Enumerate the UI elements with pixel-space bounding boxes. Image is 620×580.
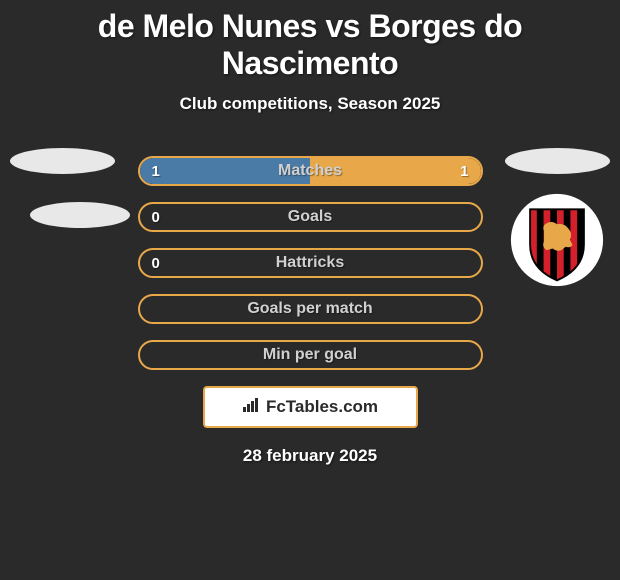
- left-badge-2: [30, 202, 130, 228]
- stat-row: 0 Hattricks: [138, 248, 483, 278]
- stat-label: Matches: [278, 162, 342, 180]
- right-badge-1: [505, 148, 610, 174]
- stat-label: Hattricks: [276, 254, 344, 272]
- comparison-subtitle: Club competitions, Season 2025: [10, 94, 610, 114]
- left-player-badges: [10, 148, 130, 256]
- stat-row: 0 Goals: [138, 202, 483, 232]
- stat-rows-container: 1 Matches 1 0 Goals 0 Hattricks Goals per match…: [138, 156, 483, 370]
- stat-value-left: 0: [152, 209, 160, 226]
- club-shield-icon: [509, 192, 605, 288]
- stat-label: Goals: [288, 208, 332, 226]
- right-player-badges: [505, 148, 610, 202]
- snapshot-date: 28 february 2025: [10, 446, 610, 466]
- stat-value-left: 0: [152, 255, 160, 272]
- left-badge-1: [10, 148, 115, 174]
- stat-row: Min per goal: [138, 340, 483, 370]
- stat-row: Goals per match: [138, 294, 483, 324]
- stat-row: 1 Matches 1: [138, 156, 483, 186]
- stat-value-left: 1: [152, 163, 160, 180]
- chart-icon: [242, 397, 262, 418]
- branding-box: FcTables.com: [203, 386, 418, 428]
- branding-label: FcTables.com: [266, 397, 378, 417]
- stat-label: Min per goal: [263, 346, 357, 364]
- comparison-title: de Melo Nunes vs Borges do Nascimento: [10, 0, 610, 82]
- stat-value-right: 1: [460, 163, 468, 180]
- stats-area: 1 Matches 1 0 Goals 0 Hattricks Goals per match…: [10, 156, 610, 370]
- stat-label: Goals per match: [247, 300, 372, 318]
